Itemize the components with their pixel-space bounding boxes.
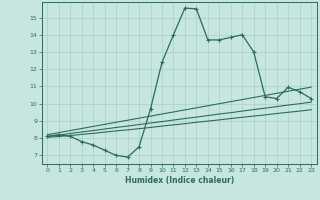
X-axis label: Humidex (Indice chaleur): Humidex (Indice chaleur) xyxy=(124,176,234,185)
